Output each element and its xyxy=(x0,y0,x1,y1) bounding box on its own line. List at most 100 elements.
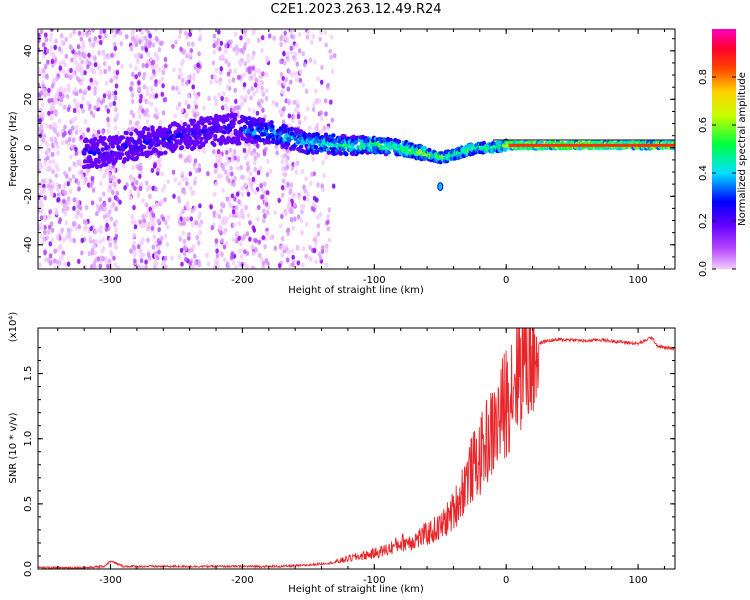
noise-speckle xyxy=(158,240,162,246)
noise-speckle xyxy=(81,132,86,138)
noise-speckle xyxy=(139,252,143,258)
noise-speckle xyxy=(112,52,117,58)
noise-speckle xyxy=(143,111,148,117)
noise-speckle xyxy=(293,162,298,168)
noise-speckle xyxy=(273,210,278,216)
ridge-mark xyxy=(106,145,111,150)
noise-speckle xyxy=(57,192,62,198)
noise-speckle xyxy=(51,159,56,165)
noise-speckle xyxy=(107,94,112,100)
noise-speckle xyxy=(157,227,161,233)
noise-speckle xyxy=(185,34,189,40)
noise-speckle xyxy=(289,45,294,51)
noise-speckle xyxy=(246,165,251,171)
noise-speckle xyxy=(280,89,285,95)
noise-speckle xyxy=(324,42,329,48)
noise-speckle xyxy=(286,57,291,63)
noise-speckle xyxy=(111,189,115,196)
noise-speckle xyxy=(91,29,95,33)
noise-speckle xyxy=(191,222,195,228)
noise-speckle xyxy=(315,214,320,220)
noise-speckle xyxy=(297,31,302,37)
noise-speckle xyxy=(246,191,251,197)
noise-speckle xyxy=(44,32,48,38)
noise-speckle xyxy=(84,176,88,182)
noise-speckle xyxy=(238,213,242,219)
noise-speckle xyxy=(280,236,285,242)
figure-title: C2E1.2023.263.12.49.R24 xyxy=(270,2,441,17)
noise-speckle xyxy=(252,108,256,114)
noise-speckle xyxy=(128,195,133,201)
noise-speckle xyxy=(320,64,324,70)
x-tick-label: -300 xyxy=(99,275,122,286)
noise-speckle xyxy=(102,61,107,67)
noise-speckle xyxy=(154,63,158,69)
noise-speckle xyxy=(102,214,107,220)
noise-speckle xyxy=(319,110,324,116)
noise-speckle xyxy=(261,235,266,241)
noise-speckle xyxy=(116,60,120,66)
noise-speckle xyxy=(213,168,218,174)
noise-speckle xyxy=(75,125,79,131)
noise-speckle xyxy=(43,195,47,201)
ridge-mark xyxy=(118,155,123,160)
noise-speckle xyxy=(312,102,316,108)
noise-speckle xyxy=(130,98,135,104)
noise-speckle xyxy=(303,188,308,194)
ridge-mark xyxy=(144,140,150,145)
ridge-mark xyxy=(190,139,196,144)
noise-speckle xyxy=(248,75,252,82)
noise-speckle xyxy=(287,123,292,129)
noise-speckle xyxy=(161,262,165,268)
noise-speckle xyxy=(144,202,149,208)
noise-speckle xyxy=(88,37,92,43)
noise-speckle xyxy=(301,262,305,268)
noise-speckle xyxy=(297,194,301,200)
noise-speckle xyxy=(209,204,213,210)
noise-speckle xyxy=(281,75,286,81)
noise-speckle xyxy=(193,180,197,186)
noise-speckle xyxy=(48,124,53,130)
noise-speckle xyxy=(108,172,112,178)
noise-speckle xyxy=(106,90,111,96)
noise-speckle xyxy=(114,83,119,89)
noise-speckle xyxy=(286,231,291,237)
noise-speckle xyxy=(215,248,219,254)
noise-speckle xyxy=(55,75,59,82)
noise-speckle xyxy=(67,136,72,143)
noise-speckle xyxy=(274,144,279,150)
noise-speckle xyxy=(292,114,296,120)
noise-speckle xyxy=(57,183,62,189)
noise-speckle xyxy=(180,261,184,267)
noise-speckle xyxy=(239,254,244,260)
noise-speckle xyxy=(151,92,155,98)
ridge-mark xyxy=(103,142,108,147)
noise-speckle xyxy=(78,159,83,165)
noise-speckle xyxy=(182,189,187,195)
ridge-mark xyxy=(326,150,331,155)
ridge-mark xyxy=(218,125,223,131)
noise-speckle xyxy=(90,175,95,181)
snr-panel: -300 -200 -100 0 100 0.0 0.5 1.0 1.5 Height of s… xyxy=(8,312,676,595)
noise-speckle xyxy=(243,61,248,67)
noise-speckle xyxy=(258,252,262,258)
ridge-mark xyxy=(92,151,97,156)
noise-speckle xyxy=(102,50,106,57)
noise-speckle xyxy=(99,69,103,75)
noise-speckle xyxy=(184,100,189,106)
ridge-mark xyxy=(247,116,252,121)
noise-speckle xyxy=(80,31,85,37)
noise-speckle xyxy=(98,167,103,173)
noise-speckle xyxy=(38,262,42,268)
noise-speckle xyxy=(319,116,324,122)
noise-speckle xyxy=(316,76,320,82)
ridge-mark xyxy=(502,147,508,152)
ridge-mark xyxy=(194,138,199,144)
noise-speckle xyxy=(160,198,164,204)
snr-x-label: Height of straight line (km) xyxy=(288,584,424,595)
noise-speckle xyxy=(161,110,166,116)
noise-speckle xyxy=(237,59,242,65)
noise-speckle xyxy=(154,29,158,32)
noise-speckle xyxy=(177,90,182,96)
noise-speckle xyxy=(328,48,332,54)
